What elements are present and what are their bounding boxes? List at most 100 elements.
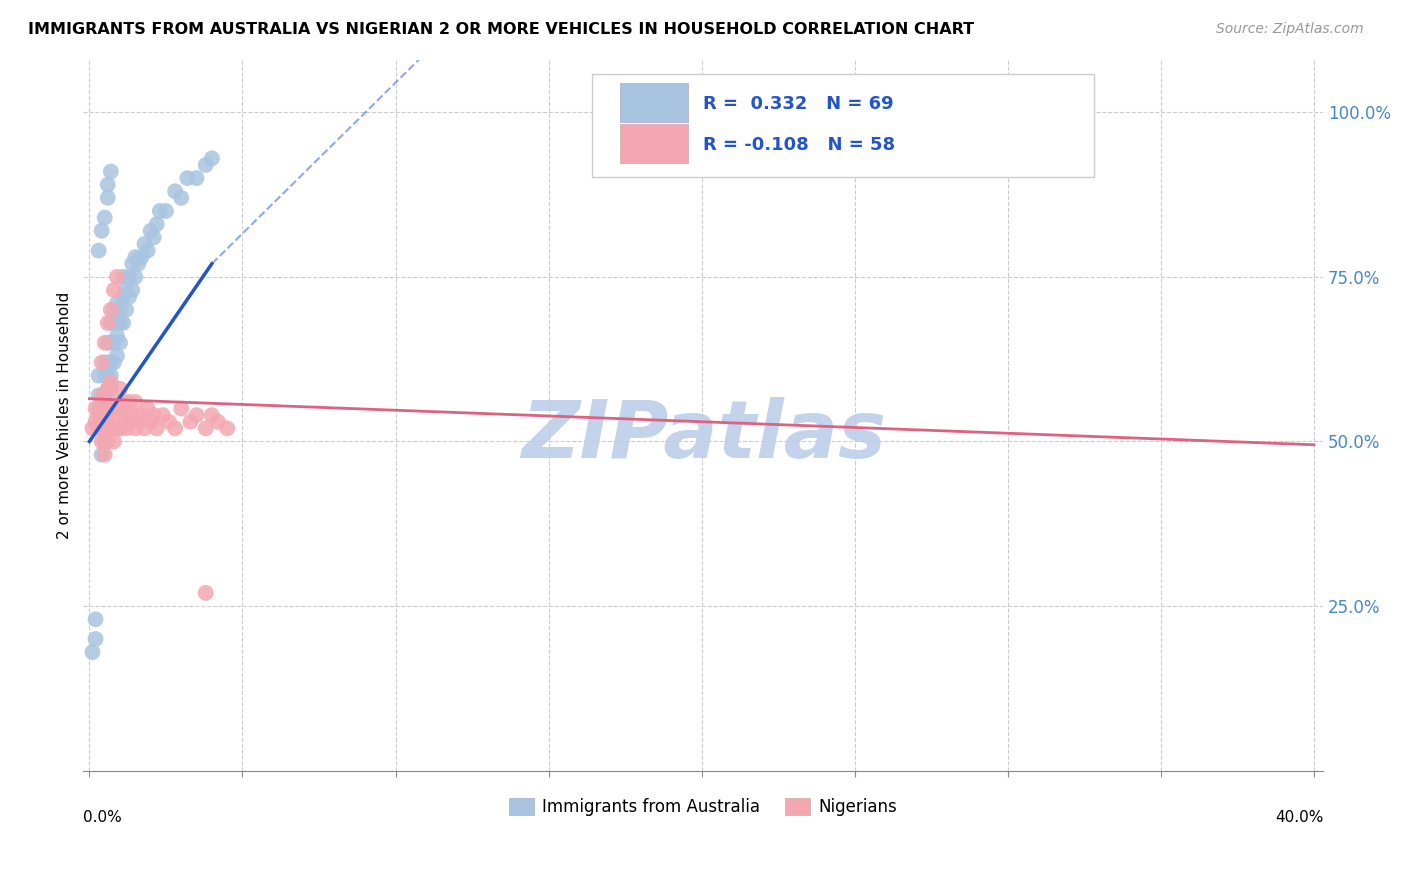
Text: 0.0%: 0.0% [83, 810, 122, 825]
Point [112, 290, 135, 304]
Point [155, 204, 177, 219]
Point [90, 415, 112, 429]
Point [90, 421, 112, 435]
Text: ZIPatlas: ZIPatlas [520, 398, 886, 475]
Point [97, 316, 120, 330]
Point [108, 421, 131, 435]
Point [112, 316, 135, 330]
Point [82, 645, 104, 659]
Point [90, 408, 112, 422]
Point [90, 395, 112, 409]
Point [105, 329, 128, 343]
Point [124, 269, 146, 284]
Point [105, 296, 128, 310]
Point [100, 164, 122, 178]
Point [112, 415, 135, 429]
Point [165, 421, 187, 435]
Point [105, 316, 128, 330]
Point [108, 401, 131, 416]
Point [103, 408, 125, 422]
Point [82, 421, 104, 435]
Point [87, 408, 110, 422]
Point [93, 401, 115, 416]
Point [121, 257, 143, 271]
Point [90, 448, 112, 462]
Point [194, 586, 217, 600]
Text: 40.0%: 40.0% [1275, 810, 1323, 825]
Point [170, 191, 193, 205]
Point [121, 283, 143, 297]
Point [136, 244, 159, 258]
Point [131, 250, 153, 264]
Point [118, 269, 141, 284]
Point [93, 335, 115, 350]
Point [105, 269, 128, 284]
Point [97, 382, 120, 396]
Point [194, 158, 217, 172]
Point [93, 434, 115, 449]
Point [100, 335, 122, 350]
Text: Source: ZipAtlas.com: Source: ZipAtlas.com [1216, 22, 1364, 37]
Point [217, 421, 239, 435]
Point [87, 388, 110, 402]
Point [124, 395, 146, 409]
Point [165, 184, 187, 198]
Point [90, 388, 112, 402]
Point [100, 355, 122, 369]
Point [103, 434, 125, 449]
Point [186, 408, 208, 422]
Point [152, 408, 174, 422]
Point [84, 612, 107, 626]
Point [108, 335, 131, 350]
Point [134, 236, 156, 251]
Point [115, 421, 138, 435]
Point [157, 415, 180, 429]
Point [127, 257, 149, 271]
Point [108, 382, 131, 396]
Point [84, 632, 107, 646]
Point [115, 283, 138, 297]
Point [87, 401, 110, 416]
Point [100, 316, 122, 330]
Point [103, 355, 125, 369]
Point [139, 224, 162, 238]
Point [145, 421, 167, 435]
Point [145, 217, 167, 231]
Point [87, 421, 110, 435]
Legend: Immigrants from Australia, Nigerians: Immigrants from Australia, Nigerians [502, 791, 904, 822]
Point [100, 302, 122, 317]
Point [170, 401, 193, 416]
Point [118, 290, 141, 304]
Point [84, 415, 107, 429]
Point [93, 448, 115, 462]
Point [136, 401, 159, 416]
Text: R =  0.332   N = 69: R = 0.332 N = 69 [703, 95, 894, 113]
Point [97, 355, 120, 369]
Point [93, 211, 115, 225]
Point [97, 368, 120, 383]
Point [100, 401, 122, 416]
Point [87, 368, 110, 383]
Point [186, 171, 208, 186]
Point [97, 178, 120, 192]
Point [127, 415, 149, 429]
Point [93, 421, 115, 435]
Point [103, 335, 125, 350]
Point [97, 434, 120, 449]
Point [105, 349, 128, 363]
Point [97, 408, 120, 422]
FancyBboxPatch shape [620, 124, 689, 162]
Point [103, 316, 125, 330]
Point [142, 230, 165, 244]
Point [97, 382, 120, 396]
Point [103, 283, 125, 297]
Point [139, 415, 162, 429]
Point [142, 408, 165, 422]
Point [100, 368, 122, 383]
Point [100, 376, 122, 390]
Point [124, 250, 146, 264]
Point [84, 401, 107, 416]
Point [97, 401, 120, 416]
Point [90, 355, 112, 369]
Point [100, 382, 122, 396]
